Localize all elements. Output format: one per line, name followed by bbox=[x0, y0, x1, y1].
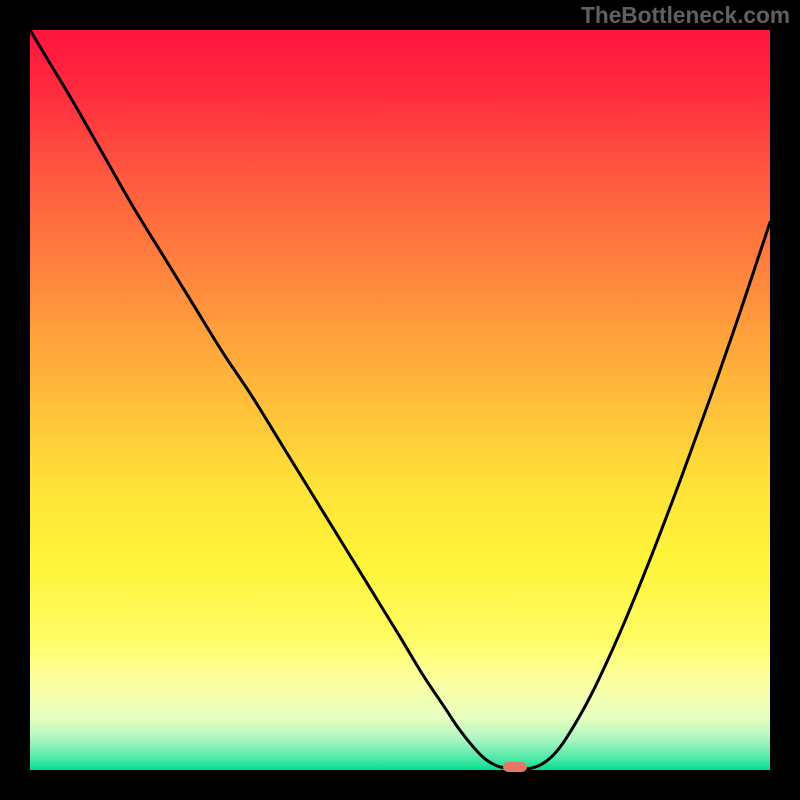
optimal-marker bbox=[503, 762, 527, 772]
bottleneck-curve bbox=[30, 30, 770, 770]
watermark-text: TheBottleneck.com bbox=[581, 2, 790, 29]
chart-container: TheBottleneck.com bbox=[0, 0, 800, 800]
plot-area bbox=[30, 30, 770, 770]
